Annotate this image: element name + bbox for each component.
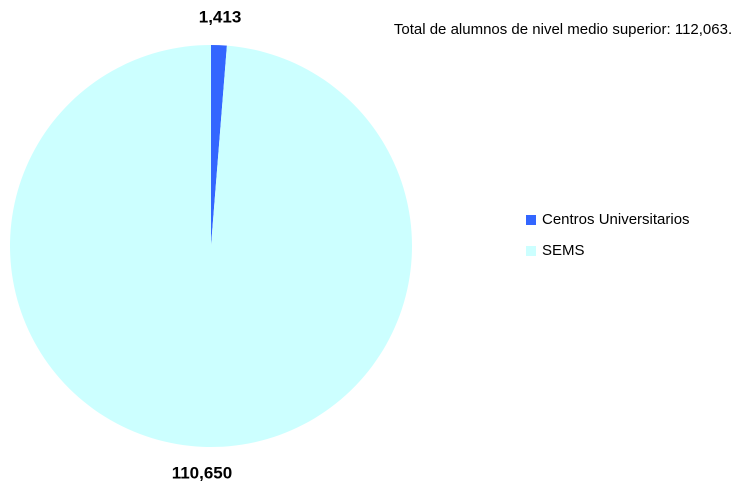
data-label: 110,650 <box>172 463 233 482</box>
legend-swatch <box>526 215 536 225</box>
pie-slice <box>211 45 227 246</box>
legend-swatch <box>526 246 536 256</box>
legend-label: SEMS <box>542 242 585 259</box>
annotation: Total de alumnos de nivel medio superior… <box>393 21 733 38</box>
legend-label: Centros Universitarios <box>542 211 690 228</box>
data-label: 1,413 <box>199 8 242 27</box>
pie-slice <box>9 45 412 447</box>
